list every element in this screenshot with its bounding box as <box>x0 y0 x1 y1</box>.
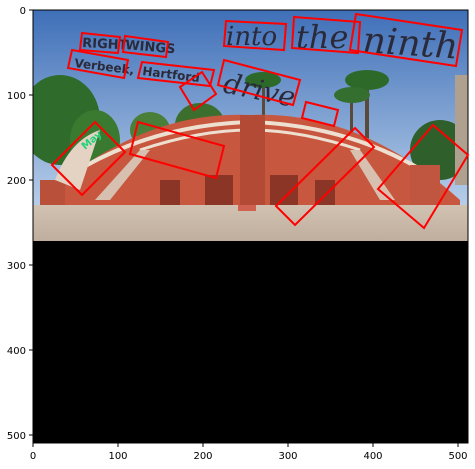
box-right <box>78 31 122 55</box>
y-tick-500: 500 <box>7 431 26 442</box>
x-tick-200: 200 <box>193 451 212 462</box>
x-tick-100: 100 <box>108 451 127 462</box>
box-ninth <box>348 12 464 68</box>
y-tick-0: 0 <box>20 6 26 17</box>
x-tick-400: 400 <box>363 451 382 462</box>
axes-frame <box>32 9 469 444</box>
box-small-left <box>178 70 218 112</box>
word-wings: WINGS <box>125 38 176 57</box>
y-ticks <box>29 9 33 436</box>
box-drive <box>216 58 302 107</box>
x-tick-500: 500 <box>448 451 467 462</box>
detection-boxes <box>50 12 470 230</box>
y-tick-100: 100 <box>7 91 26 102</box>
x-tick-0: 0 <box>30 451 36 462</box>
padding-area <box>33 241 468 443</box>
box-may <box>50 120 127 197</box>
box-far-right <box>376 123 470 230</box>
box-into <box>222 19 288 52</box>
x-ticks <box>32 443 459 447</box>
jantar-mantar-building <box>40 114 460 215</box>
box-wings <box>121 34 170 59</box>
x-tick-300: 300 <box>278 451 297 462</box>
box-arch-center <box>128 120 226 180</box>
y-tick-300: 300 <box>7 261 26 272</box>
box-small-right <box>300 100 340 128</box>
x-tick-labels: 0 100 200 300 400 500 <box>30 451 468 462</box>
box-the <box>290 15 362 55</box>
y-tick-200: 200 <box>7 176 26 187</box>
box-ramp-right <box>274 126 376 227</box>
box-verbeek <box>66 48 130 80</box>
y-tick-400: 400 <box>7 346 26 357</box>
photo: RIGHT WINGS Verbeek, Hartford into the n… <box>33 10 468 241</box>
word-right: RIGHT <box>82 36 128 53</box>
y-tick-labels: 0 100 200 300 400 500 <box>7 6 26 442</box>
